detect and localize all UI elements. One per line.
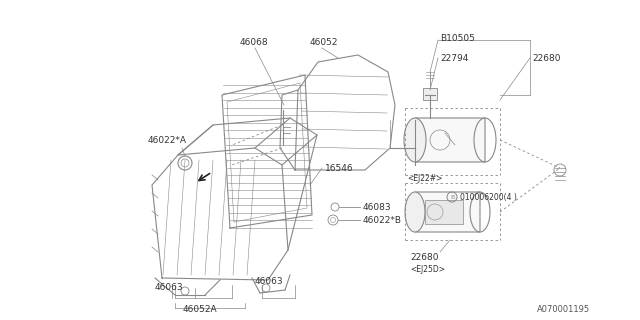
Text: B: B xyxy=(450,195,454,199)
FancyBboxPatch shape xyxy=(415,192,480,232)
Text: 46068: 46068 xyxy=(240,37,269,46)
Text: 46022*A: 46022*A xyxy=(148,135,187,145)
Text: 22680: 22680 xyxy=(532,53,561,62)
Text: 46052A: 46052A xyxy=(182,306,218,315)
FancyBboxPatch shape xyxy=(415,118,485,162)
Text: A070001195: A070001195 xyxy=(537,306,590,315)
Text: <EJ22#>: <EJ22#> xyxy=(407,173,442,182)
Bar xyxy=(423,88,437,100)
Text: B10505: B10505 xyxy=(440,34,475,43)
Text: 46052: 46052 xyxy=(310,37,339,46)
Ellipse shape xyxy=(404,118,426,162)
Text: 46022*B: 46022*B xyxy=(363,215,402,225)
Text: 010006200(4 ): 010006200(4 ) xyxy=(460,193,517,202)
Text: <EJ25D>: <EJ25D> xyxy=(410,266,445,275)
Text: 46083: 46083 xyxy=(363,203,392,212)
Text: 46063: 46063 xyxy=(255,277,284,286)
Bar xyxy=(425,200,463,224)
Text: 22680: 22680 xyxy=(410,253,438,262)
Text: 46063: 46063 xyxy=(155,284,184,292)
Text: 22794: 22794 xyxy=(440,53,468,62)
Text: 16546: 16546 xyxy=(325,164,354,172)
Ellipse shape xyxy=(405,192,425,232)
